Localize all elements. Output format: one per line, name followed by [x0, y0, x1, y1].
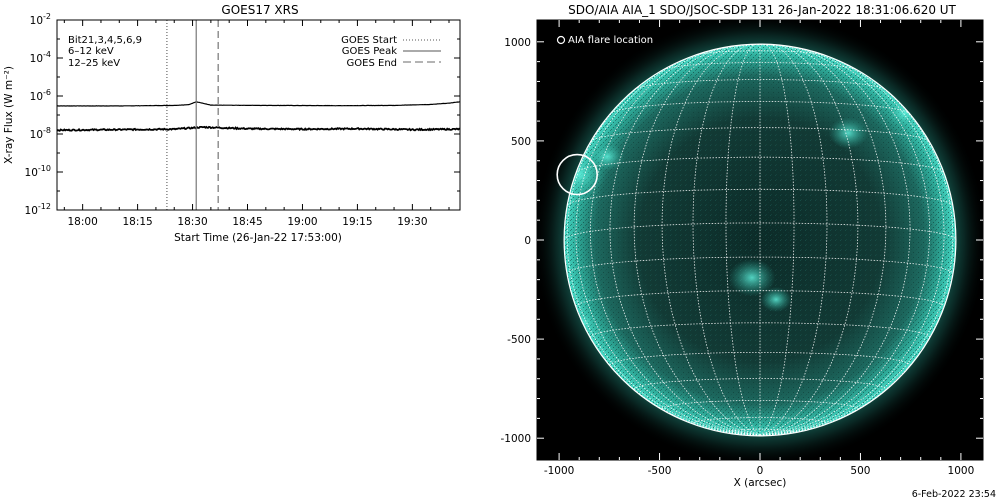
goes-y-axis-label: X-ray Flux (W m⁻²): [3, 66, 15, 164]
grid-longitude-line: [759, 44, 828, 436]
goes-curve-12-25kev: [56, 125, 461, 132]
aia-legend-label: AIA flare location: [568, 35, 653, 46]
aia-y-tick-label: 0: [524, 235, 531, 247]
grid-longitude-line: [609, 45, 761, 436]
active-region: [589, 142, 625, 171]
grid-latitude-line: [567, 188, 953, 206]
goes-y-tick-label: 10-6: [30, 88, 51, 103]
legend-goes-start-label: GOES Start: [341, 35, 397, 46]
aia-y-axis-ticks: 1000 500 0 -500 -1000: [500, 37, 983, 445]
goes-event-markers: [166, 20, 219, 210]
active-region: [828, 117, 868, 149]
aia-x-tick-label: -1000: [544, 465, 575, 477]
goes-y-tick-label: 10-4: [30, 50, 51, 65]
goes-x-tick-label: 19:15: [342, 216, 372, 228]
goes-x-tick-label: 19:30: [397, 216, 427, 228]
aia-y-tick-label: -500: [507, 334, 531, 346]
grid-latitude-line: [634, 79, 886, 90]
aia-y-tick-label: 1000: [504, 37, 531, 49]
aia-image-title: SDO/AIA AIA_1 SDO/JSOC-SDP 131 26-Jan-20…: [568, 3, 956, 17]
goes-plot-frame: [56, 19, 461, 211]
goes-x-tick-label: 18:45: [232, 216, 262, 228]
grid-longitude-line: [661, 44, 761, 436]
goes-chart-title: GOES17 XRS: [221, 3, 298, 17]
goes-y-tick-label: 10-8: [30, 126, 51, 141]
aia-x-tick-label: 500: [850, 465, 870, 477]
grid-longitude-line: [566, 64, 761, 436]
footer-timestamp: 6-Feb-2022 23:54: [912, 489, 996, 500]
aia-y-tick-label: -1000: [500, 433, 531, 445]
grid-longitude-line: [725, 44, 761, 436]
grid-longitude-line: [759, 44, 887, 436]
solar-limb: [563, 43, 957, 437]
goes-y-tick-label: 10-2: [30, 12, 51, 27]
grid-longitude-line: [759, 44, 795, 436]
active-region: [728, 258, 776, 297]
grid-latitude-line: [609, 352, 911, 366]
goes-bits-label: Bit21,3,4,5,6,9: [68, 35, 142, 46]
aia-x-axis-ticks: -1000 -500 0 500 1000: [544, 20, 974, 477]
goes-curve-6-12kev: [57, 101, 461, 107]
grid-latitude-line: [725, 428, 795, 433]
aia-x-tick-label: 1000: [948, 465, 975, 477]
grid-longitude-line: [759, 64, 954, 436]
goes-y-axis-ticks: 10-2 10-4 10-6 10-8 10-10 10-12: [25, 12, 460, 217]
aia-x-tick-label: -500: [648, 465, 672, 477]
legend-goes-end-label: GOES End: [347, 58, 397, 69]
goes-y-tick-label: 10-10: [25, 164, 51, 179]
grid-longitude-line: [759, 44, 859, 436]
goes-x-tick-label: 18:30: [177, 216, 207, 228]
grid-longitude-line: [692, 44, 761, 436]
grid-latitude-line: [590, 127, 930, 142]
aia-y-tick-label: 500: [511, 136, 531, 148]
aia-x-tick-label: 0: [757, 465, 764, 477]
active-region: [760, 286, 792, 312]
grid-longitude-line: [759, 47, 931, 436]
goes-band-6-12-label: 6–12 keV: [68, 46, 114, 57]
goes-y-tick-label: 10-12: [25, 202, 51, 217]
aia-flare-location-circle: [556, 153, 598, 196]
goes-x-tick-label: 18:15: [122, 216, 152, 228]
goes-x-axis-label: Start Time (26-Jan-22 17:53:00): [174, 232, 342, 244]
grid-longitude-line: [759, 45, 911, 436]
grid-longitude-line: [633, 44, 761, 436]
aia-legend-marker-icon: [556, 35, 566, 45]
grid-longitude-line: [589, 47, 761, 436]
legend-goes-peak-label: GOES Peak: [342, 46, 397, 57]
goes-x-tick-label: 19:00: [287, 216, 317, 228]
goes-band-12-25-label: 12–25 keV: [68, 58, 120, 69]
aia-image-area: AIA flare location: [537, 20, 983, 460]
grid-longitude-line: [575, 49, 761, 436]
grid-longitude-line: [759, 49, 945, 436]
aia-x-axis-label: X (arcsec): [734, 477, 787, 489]
goes-x-tick-label: 18:00: [68, 216, 98, 228]
goes-legend: GOES Start GOES Peak GOES End: [341, 35, 441, 69]
goes-band-light-curves: [56, 101, 461, 132]
goes-x-axis-ticks: 18:00 18:15 18:30 18:45 19:00 19:15 19:30: [63, 20, 450, 228]
